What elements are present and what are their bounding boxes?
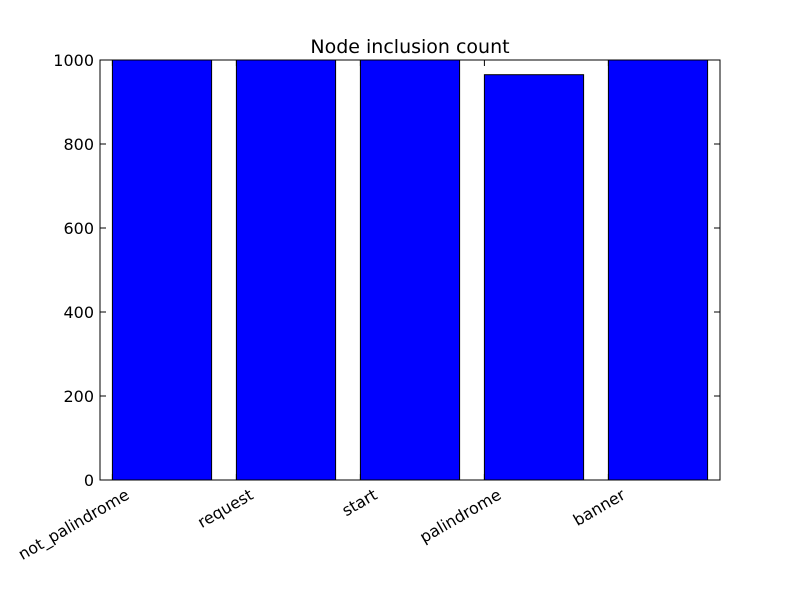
axes-frame	[99, 59, 721, 481]
x-tick-label-banner: banner	[570, 485, 629, 530]
x-tick-label-request: request	[194, 485, 256, 532]
y-tick-label: 800	[63, 135, 94, 154]
x-tick-label-palindrome: palindrome	[416, 485, 504, 547]
bar-start	[359, 59, 461, 481]
bar-request	[235, 59, 337, 481]
bar-not-palindrome	[111, 59, 213, 481]
bar-banner	[607, 59, 709, 481]
y-tick-label: 600	[63, 219, 94, 238]
y-tick-label: 200	[63, 387, 94, 406]
y-tick-label: 0	[84, 471, 94, 490]
bar-palindrome	[483, 74, 585, 481]
ticks-layer	[100, 59, 720, 481]
chart-title: Node inclusion count	[310, 36, 509, 58]
x-tick-label-not-palindrome: not_palindrome	[15, 485, 133, 565]
x-tick-label-start: start	[339, 485, 381, 520]
bars-layer	[111, 59, 709, 481]
y-tick-label: 400	[63, 303, 94, 322]
y-tick-label: 1000	[53, 51, 94, 70]
